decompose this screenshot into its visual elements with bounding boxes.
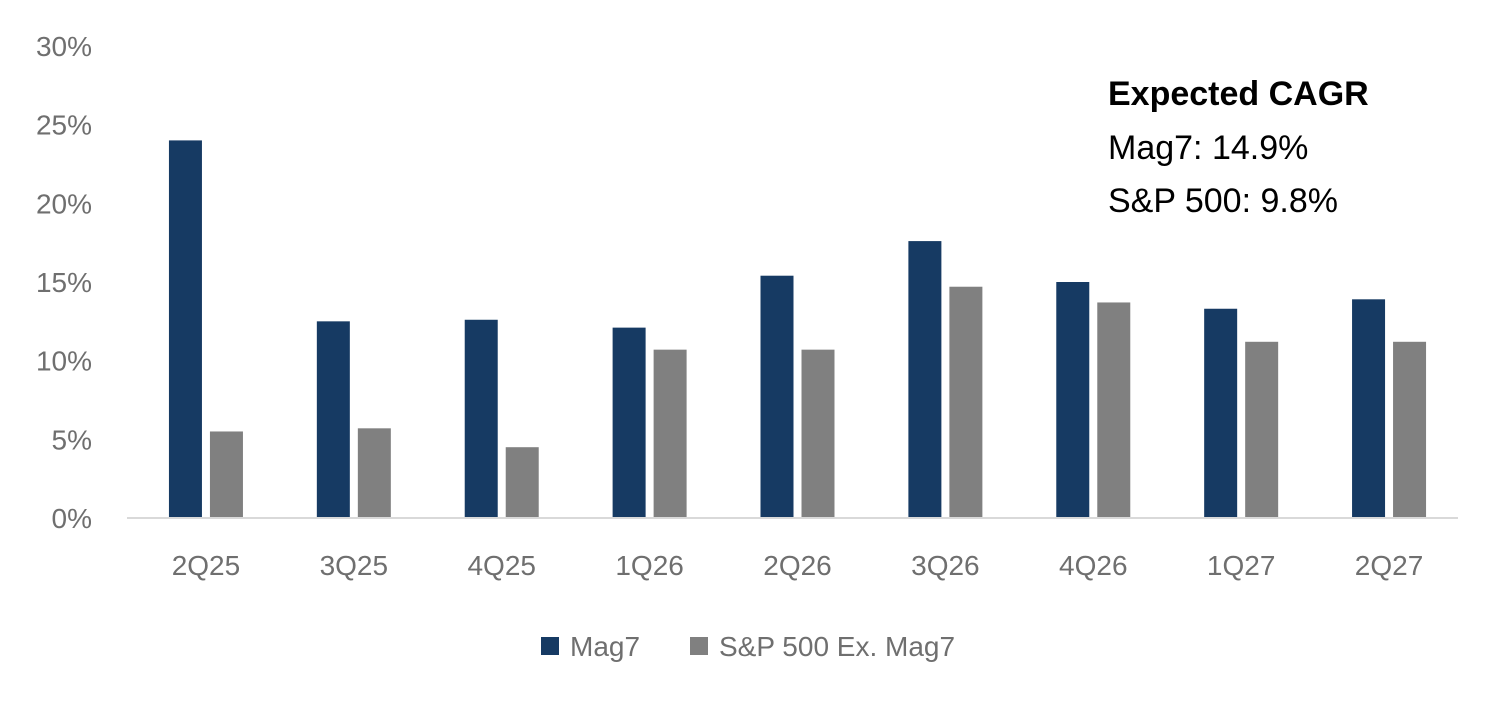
bar-sp500-ex-mag7 (1097, 302, 1131, 518)
y-tick-label: 20% (36, 188, 92, 219)
bar-sp500-ex-mag7 (357, 428, 391, 518)
bar-sp500-ex-mag7 (505, 447, 539, 518)
x-tick-label: 2Q26 (763, 550, 832, 581)
x-tick-label: 4Q25 (467, 550, 536, 581)
bar-sp500-ex-mag7 (209, 431, 243, 518)
y-tick-label: 15% (36, 267, 92, 298)
y-tick-label: 25% (36, 110, 92, 141)
y-tick-label: 30% (36, 31, 92, 62)
x-tick-label: 4Q26 (1059, 550, 1128, 581)
annotation-line-mag7: Mag7: 14.9% (1108, 129, 1308, 167)
x-axis: 2Q25 3Q25 4Q25 1Q26 2Q26 3Q26 4Q26 1Q27 2Q27 (172, 550, 1424, 581)
bar-mag7 (464, 319, 498, 518)
legend-label-sp500-ex-mag7: S&P 500 Ex. Mag7 (719, 631, 955, 662)
bar-sp500-ex-mag7 (949, 286, 983, 518)
annotation-title: Expected CAGR (1108, 75, 1369, 113)
bar-sp500-ex-mag7 (653, 349, 687, 518)
y-tick-label: 10% (36, 346, 92, 377)
cagr-annotation: Expected CAGR Mag7: 14.9% S&P 500: 9.8% (1108, 75, 1369, 220)
x-tick-label: 2Q27 (1355, 550, 1424, 581)
y-tick-label: 0% (52, 503, 92, 534)
bars (168, 140, 1427, 519)
bar-sp500-ex-mag7 (1393, 341, 1427, 518)
x-tick-label: 3Q25 (320, 550, 389, 581)
bar-sp500-ex-mag7 (1245, 341, 1279, 518)
bar-mag7 (168, 140, 202, 518)
bar-mag7 (908, 241, 942, 519)
x-tick-label: 1Q26 (615, 550, 684, 581)
x-tick-label: 2Q25 (172, 550, 241, 581)
legend-label-mag7: Mag7 (570, 631, 640, 662)
bar-mag7 (1204, 308, 1238, 518)
legend-swatch-sp500-ex-mag7 (690, 637, 708, 655)
legend-swatch-mag7 (541, 637, 559, 655)
bar-mag7 (760, 275, 794, 518)
bar-sp500-ex-mag7 (801, 349, 835, 518)
bar-mag7 (1056, 282, 1090, 518)
bar-mag7 (612, 327, 646, 518)
legend: Mag7 S&P 500 Ex. Mag7 (541, 631, 955, 662)
y-tick-label: 5% (52, 424, 92, 455)
bar-mag7 (316, 321, 350, 518)
annotation-line-sp500: S&P 500: 9.8% (1108, 182, 1338, 220)
bar-mag7 (1352, 299, 1386, 518)
x-tick-label: 3Q26 (911, 550, 980, 581)
x-tick-label: 1Q27 (1207, 550, 1276, 581)
y-axis: 0% 5% 10% 15% 20% 25% 30% (36, 31, 92, 534)
